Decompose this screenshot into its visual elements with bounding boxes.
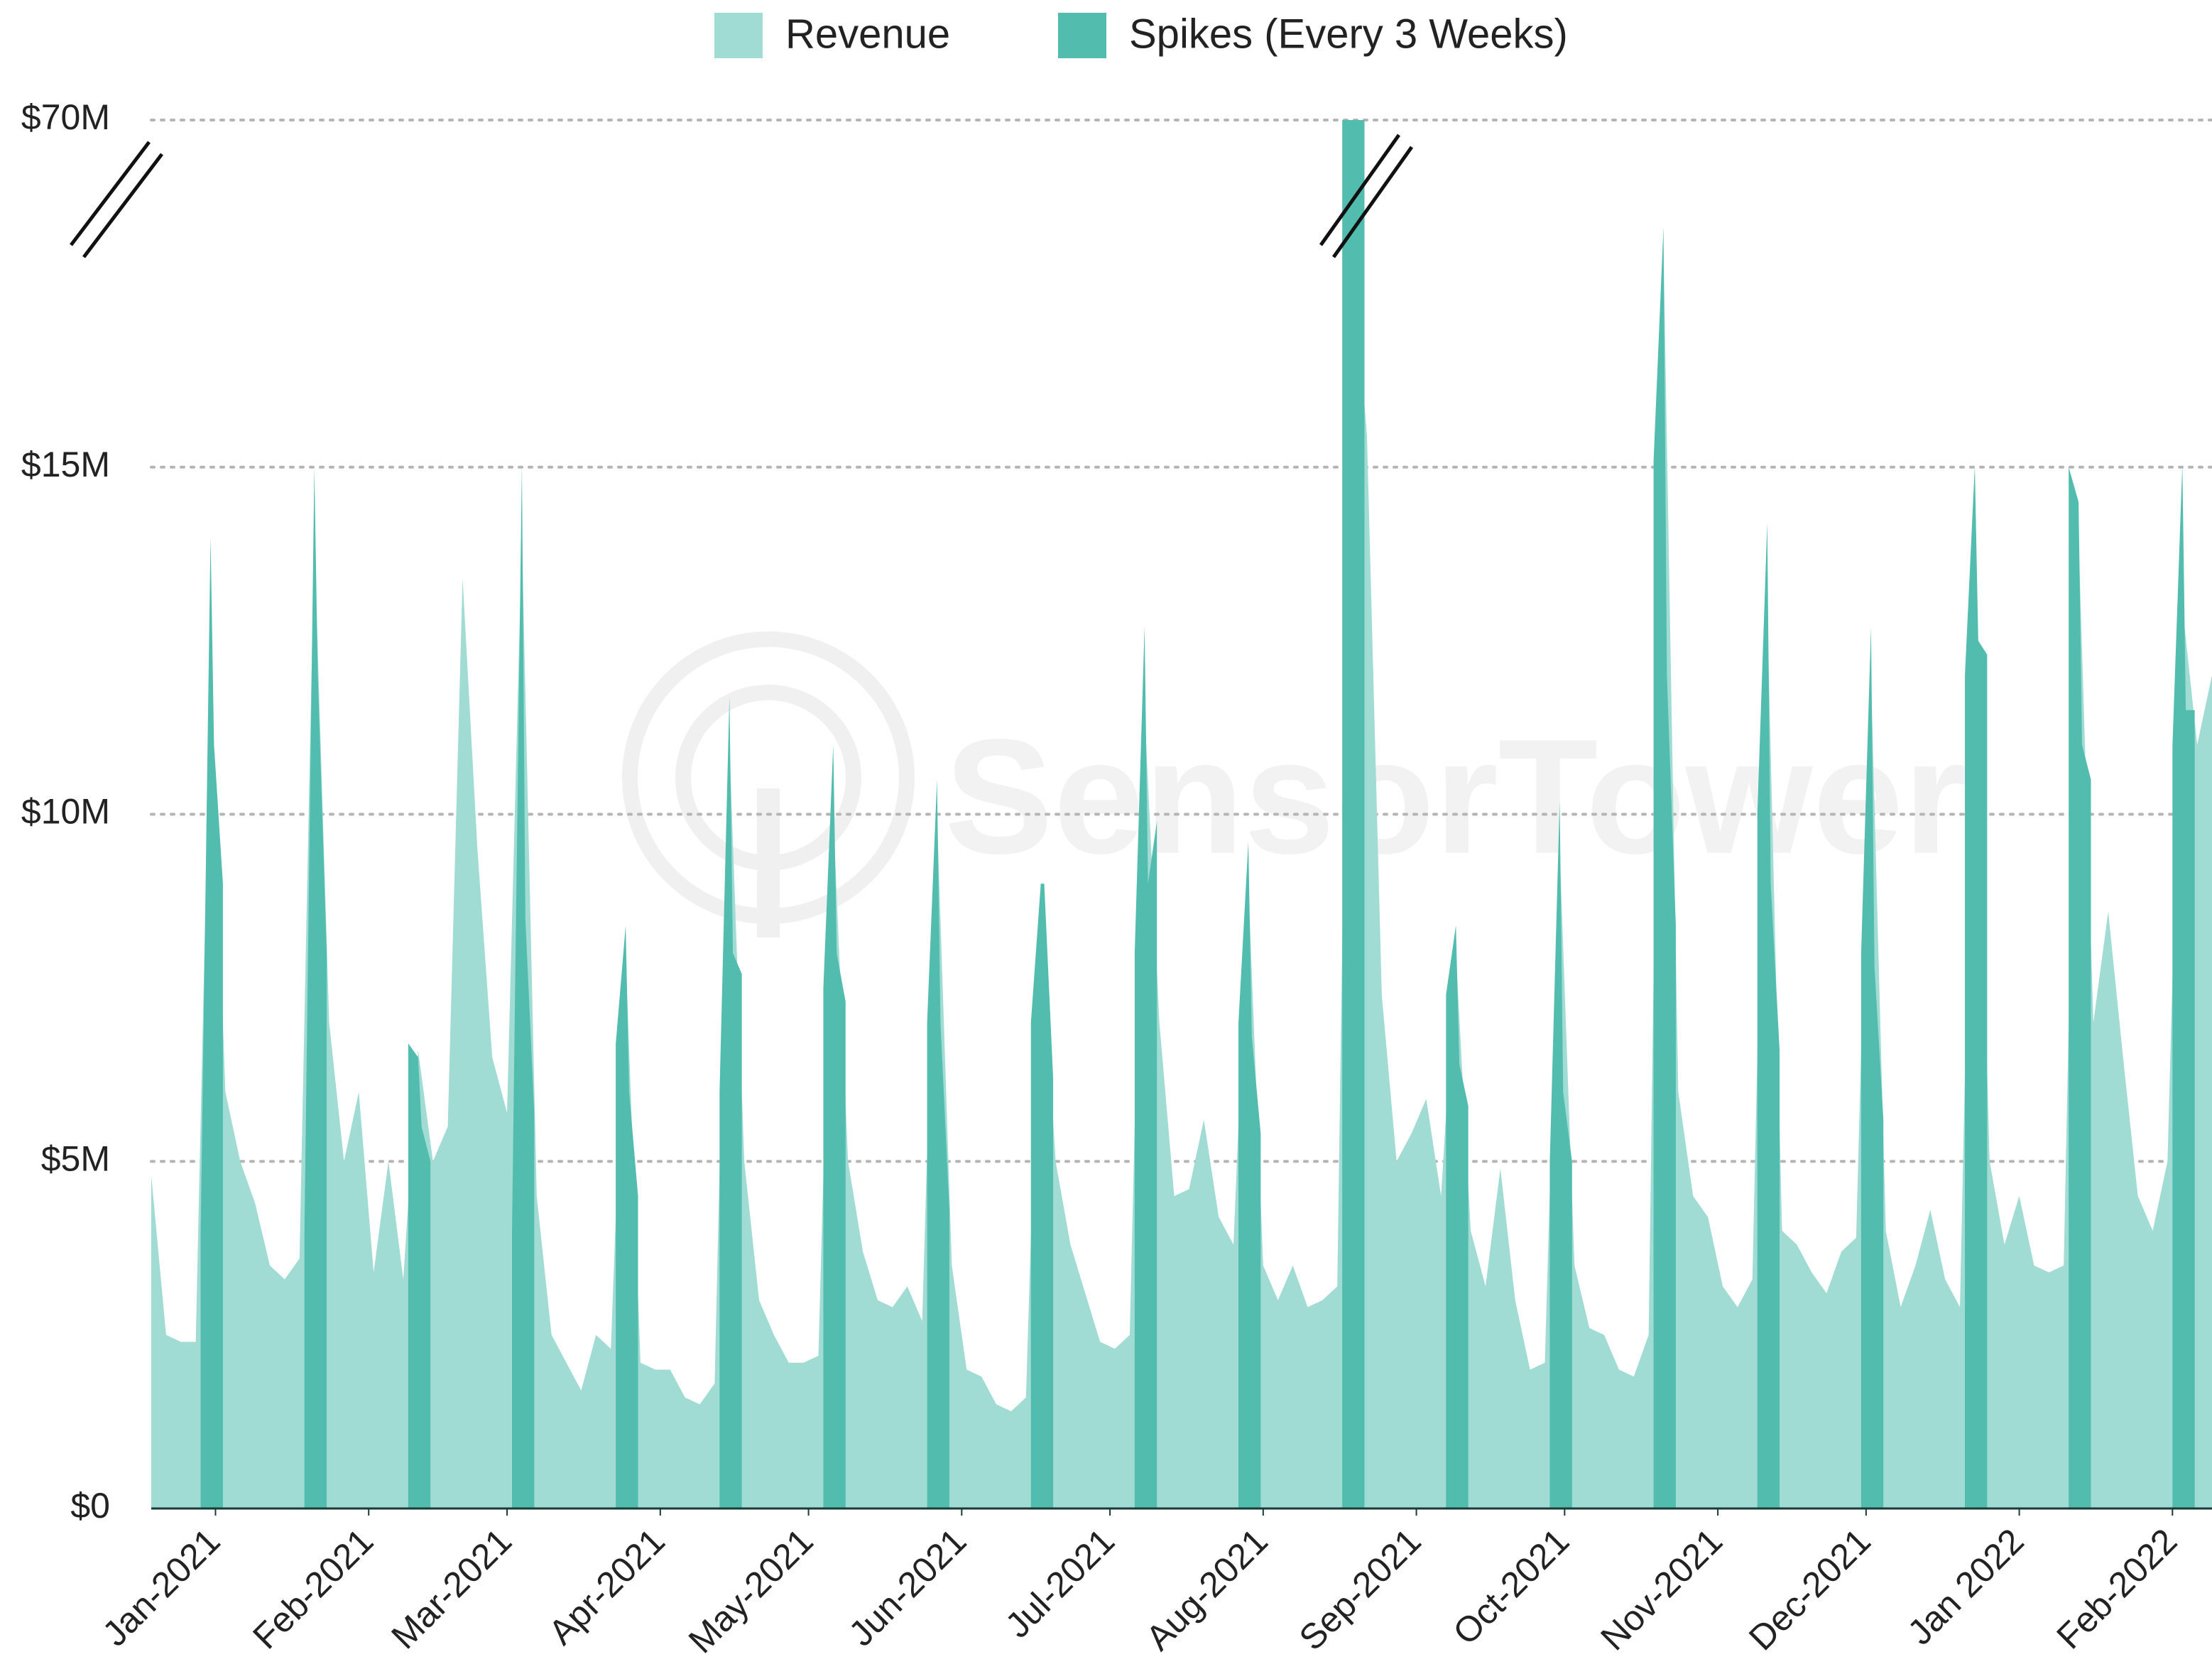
legend-swatch xyxy=(1058,13,1106,58)
y-tick-label: $5M xyxy=(41,1138,110,1178)
break-mark xyxy=(70,141,151,246)
watermark: SensorTower xyxy=(622,631,1967,937)
watermark-icon xyxy=(757,788,780,937)
x-tick-label: May-2021 xyxy=(681,1521,821,1661)
area xyxy=(151,246,2212,1508)
y-tick-label: $70M xyxy=(21,97,110,137)
legend-swatch xyxy=(714,13,763,58)
x-tick-label: Dec-2021 xyxy=(1741,1521,1878,1658)
x-tick-label: Feb-2021 xyxy=(245,1521,381,1657)
x-tick-label: Jan 2022 xyxy=(1900,1521,2032,1653)
x-tick-label: Jan-2021 xyxy=(95,1521,228,1654)
x-tick-label: Jul-2021 xyxy=(998,1521,1122,1646)
x-tick-label: Oct-2021 xyxy=(1445,1521,1576,1653)
y-tick-label: $0 xyxy=(70,1486,110,1526)
axis-break xyxy=(70,134,1414,259)
break-mark xyxy=(1331,146,1414,259)
x-tick-label: Aug-2021 xyxy=(1138,1521,1275,1658)
legend-label: Revenue xyxy=(785,11,950,57)
x-tick-label: Feb-2022 xyxy=(2049,1521,2184,1657)
y-tick-label: $15M xyxy=(21,445,110,484)
x-tick-label: Sep-2021 xyxy=(1292,1521,1429,1658)
x-tick-label: Mar-2021 xyxy=(383,1521,519,1657)
x-tick-label: Nov-2021 xyxy=(1593,1521,1730,1658)
legend-label: Spikes (Every 3 Weeks) xyxy=(1129,11,1568,57)
x-tick-label: Jun-2021 xyxy=(841,1521,974,1654)
break-mark xyxy=(82,153,163,259)
break-mark xyxy=(1319,134,1401,246)
watermark-text: SensorTower xyxy=(944,705,1967,888)
y-tick-label: $10M xyxy=(21,792,110,832)
x-tick-label: Apr-2021 xyxy=(541,1521,672,1653)
